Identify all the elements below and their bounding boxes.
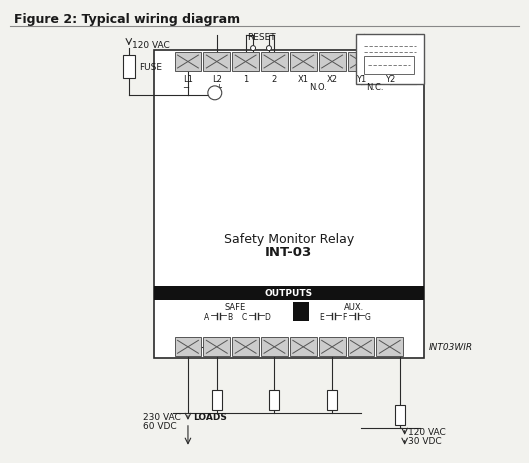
- Bar: [153, 286, 424, 300]
- Bar: [123, 56, 135, 79]
- Text: INT-03: INT-03: [265, 246, 313, 259]
- Text: L1: L1: [183, 75, 193, 84]
- Bar: [261, 53, 288, 72]
- Bar: [175, 338, 202, 357]
- Text: N.O.: N.O.: [309, 83, 326, 92]
- Bar: [232, 338, 259, 357]
- Text: N.C.: N.C.: [367, 83, 384, 92]
- Bar: [175, 53, 202, 72]
- Text: A: A: [204, 312, 209, 321]
- Text: E: E: [320, 312, 324, 321]
- Text: X1: X1: [298, 75, 309, 84]
- Text: −: −: [183, 83, 189, 92]
- Text: Y2: Y2: [385, 75, 395, 84]
- Text: D: D: [264, 312, 270, 321]
- Text: Safety Monitor Relay: Safety Monitor Relay: [224, 233, 354, 246]
- Bar: [232, 53, 259, 72]
- Text: AUX.: AUX.: [344, 302, 364, 311]
- Text: 60 VDC: 60 VDC: [143, 421, 177, 431]
- Text: G: G: [364, 312, 371, 321]
- Bar: [290, 53, 317, 72]
- Text: 1: 1: [243, 75, 248, 84]
- Text: B: B: [227, 312, 232, 321]
- Text: 2: 2: [272, 75, 277, 84]
- Circle shape: [208, 87, 222, 100]
- Bar: [395, 405, 405, 425]
- Circle shape: [267, 46, 271, 51]
- Text: FUSE: FUSE: [139, 63, 162, 72]
- Circle shape: [251, 46, 256, 51]
- Bar: [376, 338, 403, 357]
- Text: 120 VAC: 120 VAC: [132, 41, 170, 50]
- Text: 120 VAC: 120 VAC: [408, 427, 445, 436]
- Text: F: F: [343, 312, 347, 321]
- Text: C: C: [242, 312, 248, 321]
- Bar: [376, 53, 403, 72]
- Text: LOADS: LOADS: [193, 413, 227, 421]
- Bar: [357, 35, 424, 85]
- Bar: [318, 338, 345, 357]
- Text: RESET: RESET: [247, 33, 275, 42]
- Text: +: +: [215, 83, 222, 92]
- Text: 30 VDC: 30 VDC: [408, 436, 441, 445]
- Bar: [364, 57, 414, 75]
- Bar: [203, 53, 230, 72]
- Text: INT03WIR: INT03WIR: [429, 343, 473, 351]
- Text: L2: L2: [212, 75, 222, 84]
- Bar: [153, 51, 424, 358]
- Text: OUTPUTS: OUTPUTS: [265, 288, 313, 298]
- Text: Figure 2: Typical wiring diagram: Figure 2: Typical wiring diagram: [14, 13, 240, 26]
- Text: SAFE: SAFE: [224, 302, 245, 311]
- Bar: [261, 338, 288, 357]
- Bar: [203, 338, 230, 357]
- Bar: [293, 302, 309, 322]
- Bar: [269, 390, 279, 410]
- Bar: [348, 53, 375, 72]
- Bar: [318, 53, 345, 72]
- Bar: [290, 338, 317, 357]
- Bar: [348, 338, 375, 357]
- Bar: [327, 390, 337, 410]
- Text: 230 VAC: 230 VAC: [143, 413, 181, 421]
- Text: Y1: Y1: [356, 75, 366, 84]
- Bar: [212, 390, 222, 410]
- Text: X2: X2: [326, 75, 338, 84]
